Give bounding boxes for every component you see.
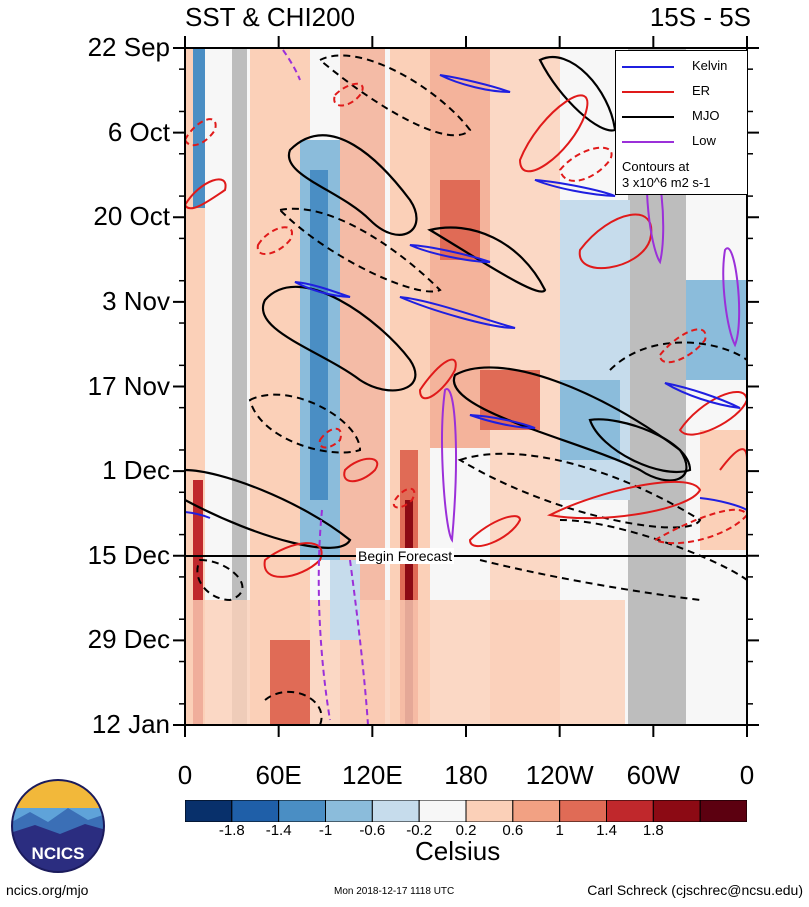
y-tick-label: 29 Dec — [87, 624, 170, 655]
legend-label-er: ER — [692, 83, 711, 98]
legend-swatch-er — [622, 91, 674, 93]
colorbar-tick-label: -1.8 — [218, 822, 245, 839]
colorbar-tick-label: 1.8 — [642, 822, 664, 839]
legend-label-kelvin: Kelvin — [692, 58, 728, 73]
contour-note-line1: Contours at — [622, 159, 690, 174]
y-tick-label: 6 Oct — [107, 116, 170, 147]
colorbar-box — [278, 800, 326, 822]
colorbar-tick-label: -0.6 — [359, 822, 386, 839]
er-contours — [185, 94, 747, 578]
y-tick-label: 12 Jan — [91, 709, 170, 739]
footer-timestamp: Mon 2018-12-17 1118 UTC — [334, 886, 455, 897]
ncics-logo — [11, 779, 105, 873]
legend-contour-note: Contours at 3 x10^6 m2 s-1 — [622, 159, 710, 191]
footer-url: ncics.org/mjo — [6, 882, 89, 898]
mjo-contours-negative — [196, 54, 747, 725]
x-tick-label: 60E — [255, 760, 302, 790]
kelvin-contours — [185, 74, 747, 519]
contour-note-line2: 3 x10^6 m2 s-1 — [622, 175, 711, 190]
colorbar-title: Celsius — [415, 836, 501, 866]
colorbar-tick-label: -0.2 — [406, 822, 433, 839]
legend-item-kelvin: Kelvin — [622, 57, 747, 77]
chart-title: SST & CHI200 — [185, 2, 356, 32]
colorbar-box — [418, 800, 467, 822]
colorbar-box — [512, 800, 561, 822]
heatmap-field — [185, 48, 747, 725]
y-tick-label: 15 Dec — [87, 539, 170, 570]
footer-author: Carl Schreck (cjschrec@ncsu.edu) — [587, 882, 803, 898]
y-tick-label: 17 Nov — [87, 370, 170, 401]
x-tick-label: 120W — [525, 760, 594, 790]
x-tick-label: 120E — [341, 760, 403, 790]
colorbar-box — [652, 800, 701, 822]
colorbar-box — [185, 800, 233, 822]
colorbar-box — [465, 800, 514, 822]
legend-label-low: Low — [692, 133, 716, 148]
colorbar-tick-label: 0.6 — [502, 822, 524, 839]
y-tick-label: 3 Nov — [102, 285, 170, 316]
y-tick-label: 22 Sep — [87, 32, 170, 62]
legend: Kelvin ER MJO Low Contours at 3 x10^6 m2… — [615, 50, 748, 195]
colorbar-tick-label: 1 — [555, 822, 564, 839]
chart-region: 15S - 5S — [649, 2, 751, 32]
colorbar-box — [606, 800, 654, 822]
x-tick-label: 60W — [626, 760, 681, 790]
legend-label-mjo: MJO — [692, 108, 720, 123]
colorbar — [185, 800, 747, 822]
forecast-label: Begin Forecast — [356, 548, 455, 564]
x-tick-label: 180 — [444, 760, 488, 790]
colorbar-tick-label: 1.4 — [596, 822, 617, 839]
legend-item-er: ER — [622, 82, 747, 102]
colorbar-box — [371, 800, 420, 822]
colorbar-box — [325, 800, 373, 822]
colorbar-box — [559, 800, 607, 822]
legend-swatch-mjo — [622, 116, 674, 118]
colorbar-tick-label: 0.2 — [455, 822, 477, 839]
x-tick-label: 0 — [177, 760, 193, 790]
axis-ticks — [173, 36, 759, 737]
colorbar-box — [231, 800, 280, 822]
y-tick-label: 20 Oct — [93, 201, 170, 232]
colorbar-tick-label: -1.4 — [265, 822, 292, 839]
legend-swatch-low — [622, 141, 674, 143]
legend-swatch-kelvin — [622, 66, 674, 68]
low-contours-negative — [282, 49, 369, 725]
x-tick-label: 0 — [739, 760, 755, 790]
logo-text: NCICS — [31, 844, 85, 863]
colorbar-tick-label: -1 — [318, 822, 333, 839]
y-tick-label: 1 Dec — [102, 455, 170, 486]
colorbar-box — [699, 800, 747, 822]
er-contours-negative — [185, 82, 747, 545]
legend-item-low: Low — [622, 132, 747, 152]
legend-item-mjo: MJO — [622, 107, 747, 127]
